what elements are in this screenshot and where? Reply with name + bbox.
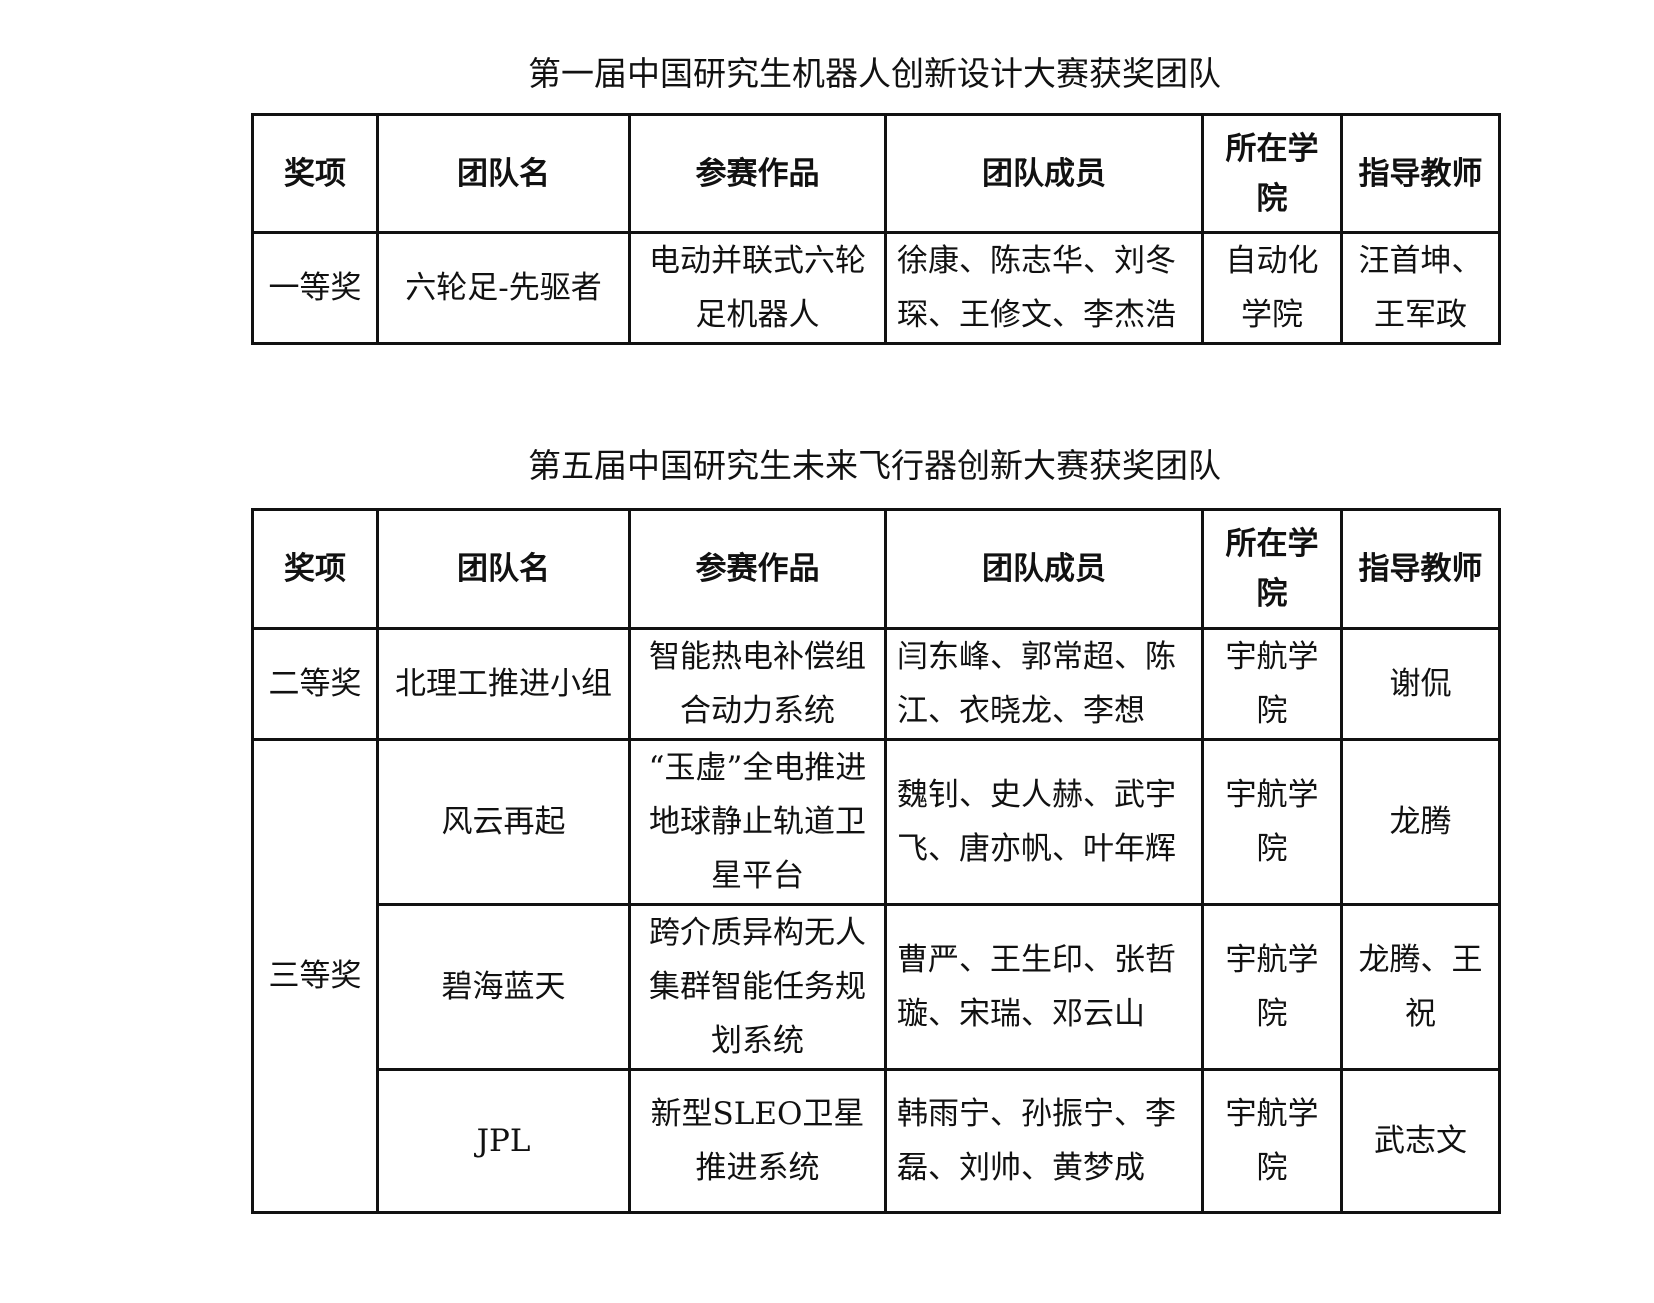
header-row: 奖项 团队名 参赛作品 团队成员 所在学院 指导教师 bbox=[251, 508, 1501, 630]
cell-college: 自动化学院 bbox=[1201, 231, 1343, 345]
header-team: 团队名 bbox=[376, 113, 631, 234]
cell-work: 电动并联式六轮足机器人 bbox=[628, 231, 887, 345]
header-members: 团队成员 bbox=[884, 508, 1204, 630]
cell-work: “玉虚”全电推进地球静止轨道卫星平台 bbox=[628, 738, 887, 906]
table-row: 二等奖 北理工推进小组 智能热电补偿组合动力系统 闫东峰、郭常超、陈江、衣晓龙、… bbox=[251, 627, 1501, 741]
cell-advisor: 武志文 bbox=[1340, 1068, 1501, 1214]
cell-award: 三等奖 bbox=[251, 738, 379, 1214]
table-row: JPL 新型SLEO卫星推进系统 韩雨宁、孙振宁、李磊、刘帅、黄梦成 宇航学院 … bbox=[253, 1068, 1501, 1214]
cell-members: 魏钊、史人赫、武宇飞、唐亦帆、叶年辉 bbox=[884, 738, 1204, 906]
header-work: 参赛作品 bbox=[628, 113, 887, 234]
cell-award: 二等奖 bbox=[251, 627, 379, 741]
cell-college: 宇航学院 bbox=[1201, 1068, 1343, 1214]
cell-work: 新型SLEO卫星推进系统 bbox=[628, 1068, 887, 1214]
cell-members: 韩雨宁、孙振宁、李磊、刘帅、黄梦成 bbox=[884, 1068, 1204, 1214]
header-members: 团队成员 bbox=[884, 113, 1204, 234]
header-advisor: 指导教师 bbox=[1340, 508, 1501, 630]
award-table-aircraft: 奖项 团队名 参赛作品 团队成员 所在学院 指导教师 二等奖 北理工推进小组 智… bbox=[251, 508, 1501, 1214]
header-award: 奖项 bbox=[251, 113, 379, 234]
header-award: 奖项 bbox=[251, 508, 379, 630]
header-college: 所在学院 bbox=[1201, 113, 1343, 234]
cell-college: 宇航学院 bbox=[1201, 903, 1343, 1071]
cell-team: 北理工推进小组 bbox=[376, 627, 631, 741]
cell-work: 跨介质异构无人集群智能任务规划系统 bbox=[628, 903, 887, 1071]
cell-members: 闫东峰、郭常超、陈江、衣晓龙、李想 bbox=[884, 627, 1204, 741]
header-row: 奖项 团队名 参赛作品 团队成员 所在学院 指导教师 bbox=[251, 113, 1501, 234]
header-team: 团队名 bbox=[376, 508, 631, 630]
cell-team: 风云再起 bbox=[376, 738, 631, 906]
cell-advisor: 谢侃 bbox=[1340, 627, 1501, 741]
header-work: 参赛作品 bbox=[628, 508, 887, 630]
cell-team: JPL bbox=[376, 1068, 631, 1214]
cell-advisor: 龙腾、王祝 bbox=[1340, 903, 1501, 1071]
cell-college: 宇航学院 bbox=[1201, 738, 1343, 906]
cell-members: 曹严、王生印、张哲璇、宋瑞、邓云山 bbox=[884, 903, 1204, 1071]
table-row: 三等奖 风云再起 “玉虚”全电推进地球静止轨道卫星平台 魏钊、史人赫、武宇飞、唐… bbox=[251, 738, 1501, 1214]
cell-award: 一等奖 bbox=[251, 231, 379, 345]
cell-members: 徐康、陈志华、刘冬琛、王修文、李杰浩 bbox=[884, 231, 1204, 345]
cell-advisor: 龙腾 bbox=[1340, 738, 1501, 906]
cell-advisor: 汪首坤、王军政 bbox=[1340, 231, 1501, 345]
table-1-title: 第一届中国研究生机器人创新设计大赛获奖团队 bbox=[528, 54, 1221, 93]
header-college: 所在学院 bbox=[1201, 508, 1343, 630]
table-2-title: 第五届中国研究生未来飞行器创新大赛获奖团队 bbox=[528, 446, 1221, 485]
award-table-robot: 奖项 团队名 参赛作品 团队成员 所在学院 指导教师 一等奖 六轮足-先驱者 电… bbox=[251, 113, 1501, 345]
table-row: 一等奖 六轮足-先驱者 电动并联式六轮足机器人 徐康、陈志华、刘冬琛、王修文、李… bbox=[251, 231, 1501, 345]
cell-team: 碧海蓝天 bbox=[376, 903, 631, 1071]
table-row: 碧海蓝天 跨介质异构无人集群智能任务规划系统 曹严、王生印、张哲璇、宋瑞、邓云山… bbox=[253, 903, 1501, 1071]
header-advisor: 指导教师 bbox=[1340, 113, 1501, 234]
cell-work: 智能热电补偿组合动力系统 bbox=[628, 627, 887, 741]
cell-college: 宇航学院 bbox=[1201, 627, 1343, 741]
cell-team: 六轮足-先驱者 bbox=[376, 231, 631, 345]
